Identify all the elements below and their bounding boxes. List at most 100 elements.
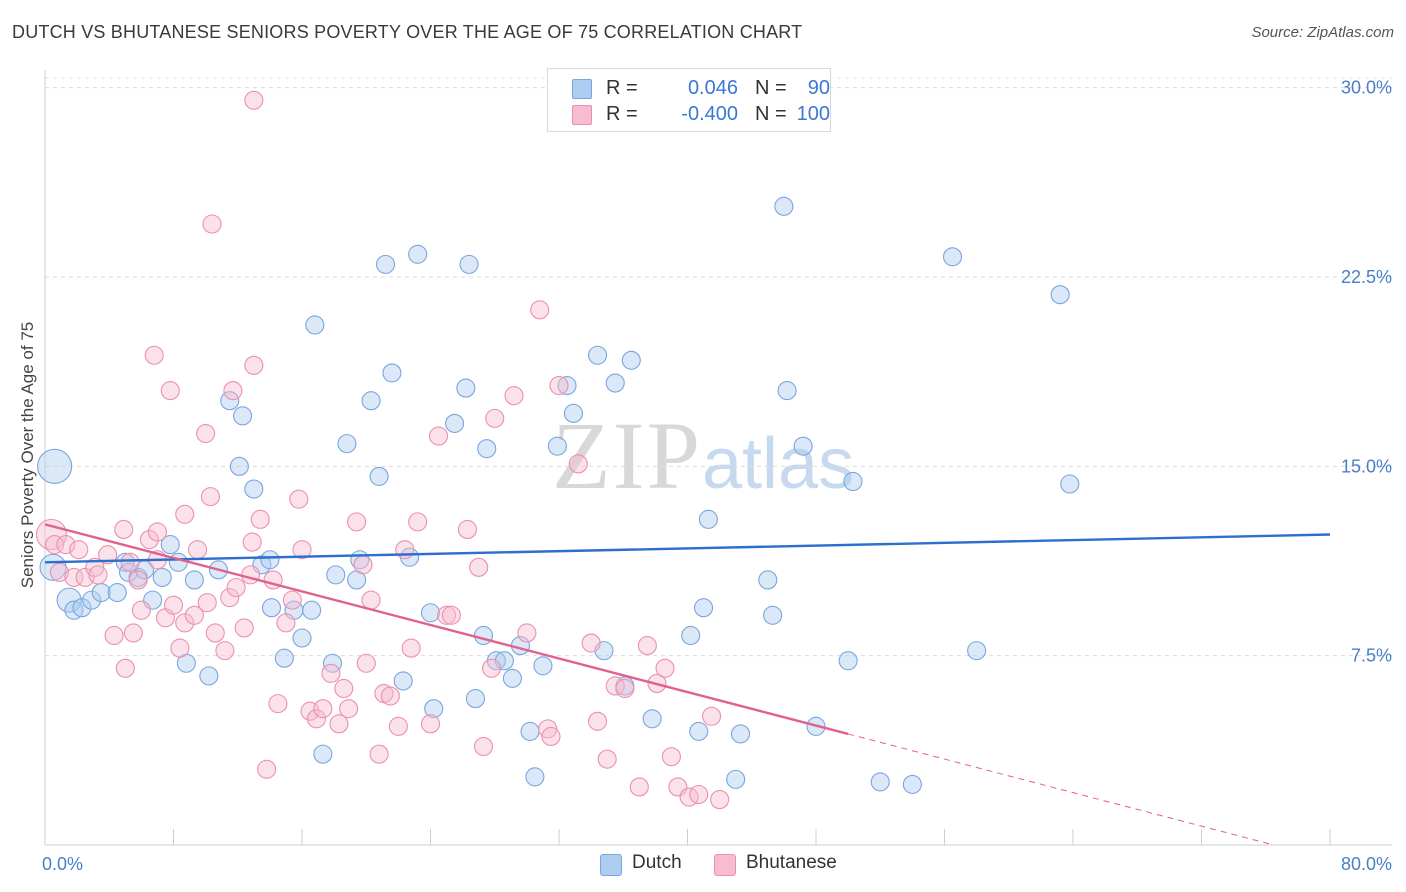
- dutch-point: [533, 656, 553, 676]
- legend-n-value: 90: [807, 77, 830, 99]
- bhutanese-point: [395, 540, 415, 560]
- axis-labels: 7.5% 15.0% 22.5% 30.0% 0.0% 80.0% Seniors Pove…: [18, 78, 1392, 874]
- bhutanese-point: [131, 600, 151, 620]
- bhutanese-point: [356, 653, 376, 673]
- bhutanese-point: [144, 345, 164, 365]
- dutch-point: [605, 373, 625, 393]
- dutch-point: [777, 381, 797, 401]
- dutch-point: [420, 603, 441, 623]
- bhutanese-point: [69, 540, 89, 560]
- dutch-point: [621, 350, 641, 370]
- dutch-point: [313, 744, 333, 764]
- y-tick-label: 15.0%: [1341, 456, 1392, 476]
- dutch-point: [694, 598, 714, 618]
- bhutanese-point: [234, 618, 254, 638]
- chart-title: DUTCH VS BHUTANESE SENIORS POVERTY OVER …: [12, 22, 803, 42]
- dutch-point: [587, 345, 608, 365]
- dutch-point: [160, 535, 180, 555]
- bhutanese-point: [244, 355, 264, 375]
- legend-r-value: -0.400: [681, 103, 738, 125]
- dutch-point: [233, 406, 253, 426]
- dutch-point: [64, 600, 84, 620]
- dutch-point: [322, 653, 343, 673]
- bhutanese-point: [223, 381, 243, 401]
- bhutanese-point: [353, 555, 373, 575]
- bhutanese-point: [437, 605, 457, 625]
- bhutanese-point: [220, 588, 240, 608]
- dutch-point: [393, 671, 413, 691]
- bhutanese-point: [160, 381, 180, 401]
- bhutanese-point: [655, 658, 675, 678]
- bhutanese-point: [289, 489, 309, 509]
- dutch-point: [107, 583, 127, 603]
- dutch-point: [82, 590, 102, 610]
- dutch-point: [382, 363, 402, 383]
- dutch-point: [261, 598, 282, 618]
- bhutanese-legend-label: Bhutanese: [746, 852, 837, 873]
- dutch-point: [902, 774, 922, 794]
- bhutanese-point: [517, 623, 537, 643]
- bhutanese-point: [139, 529, 159, 550]
- dutch-point: [445, 413, 465, 433]
- dutch-point: [473, 625, 494, 646]
- y-tick-label: 7.5%: [1351, 646, 1392, 666]
- dutch-point: [942, 247, 963, 267]
- dutch-point: [642, 709, 662, 729]
- bhutanese-point: [88, 565, 108, 585]
- dutch-point: [465, 689, 486, 709]
- bhutanese-point: [120, 552, 140, 572]
- bhutanese-point: [615, 678, 635, 699]
- dutch-point: [681, 625, 701, 646]
- dutch-legend-swatch: [600, 854, 622, 876]
- dutch-point: [520, 721, 540, 741]
- dutch-point: [967, 641, 987, 661]
- bhutanese-point: [347, 512, 367, 532]
- bhutanese-point: [457, 519, 477, 539]
- bhutanese-point: [485, 408, 505, 428]
- dutch-point: [168, 552, 188, 572]
- bhutanese-point: [481, 658, 502, 678]
- bhutanese-point: [200, 487, 220, 507]
- legend-r-label: R =: [606, 103, 638, 125]
- dutch-point: [292, 628, 312, 648]
- bhutanese-point: [163, 595, 184, 615]
- dutch-point: [1050, 285, 1070, 305]
- bhutanese-point: [45, 535, 65, 555]
- x-tick-label: 0.0%: [42, 854, 83, 874]
- bhutanese-point: [128, 570, 148, 590]
- dutch-point: [477, 439, 497, 459]
- bhutanese-point: [244, 90, 264, 110]
- bhutanese-point: [661, 747, 681, 767]
- bhutanese-point: [710, 790, 730, 810]
- dutch-point: [698, 509, 718, 529]
- bhutanese-point: [282, 590, 302, 610]
- dutch-point: [229, 456, 249, 476]
- dutch-point: [838, 651, 858, 671]
- bhutanese-point: [428, 426, 449, 446]
- bhutanese-point: [196, 423, 216, 444]
- bhutanese-point: [420, 714, 441, 734]
- bhutanese-point: [702, 706, 722, 726]
- bhutanese-point: [388, 716, 408, 736]
- bhutanese-point: [568, 454, 588, 474]
- bhutanese-point: [202, 214, 222, 234]
- bhutanese-point: [408, 512, 428, 532]
- bhutanese-point: [306, 709, 327, 729]
- bhutanese-point: [321, 663, 341, 683]
- dutch-point: [375, 254, 396, 274]
- dutch-point: [563, 403, 584, 423]
- dutch-points: [37, 196, 1080, 794]
- bhutanese-point: [549, 376, 569, 396]
- dutch-point: [557, 376, 577, 396]
- bhutanese-point: [104, 625, 124, 646]
- bhutanese-point: [313, 699, 333, 719]
- bhutanese-point: [587, 711, 608, 731]
- bhutanese-trend-line: [847, 733, 1274, 846]
- bhutanese-point: [170, 638, 190, 658]
- bhutanese-point: [401, 638, 421, 658]
- trend-lines: [44, 523, 1331, 846]
- bhutanese-point: [257, 759, 277, 779]
- bhutanese-point: [504, 386, 524, 406]
- bhutanese-point: [581, 633, 601, 653]
